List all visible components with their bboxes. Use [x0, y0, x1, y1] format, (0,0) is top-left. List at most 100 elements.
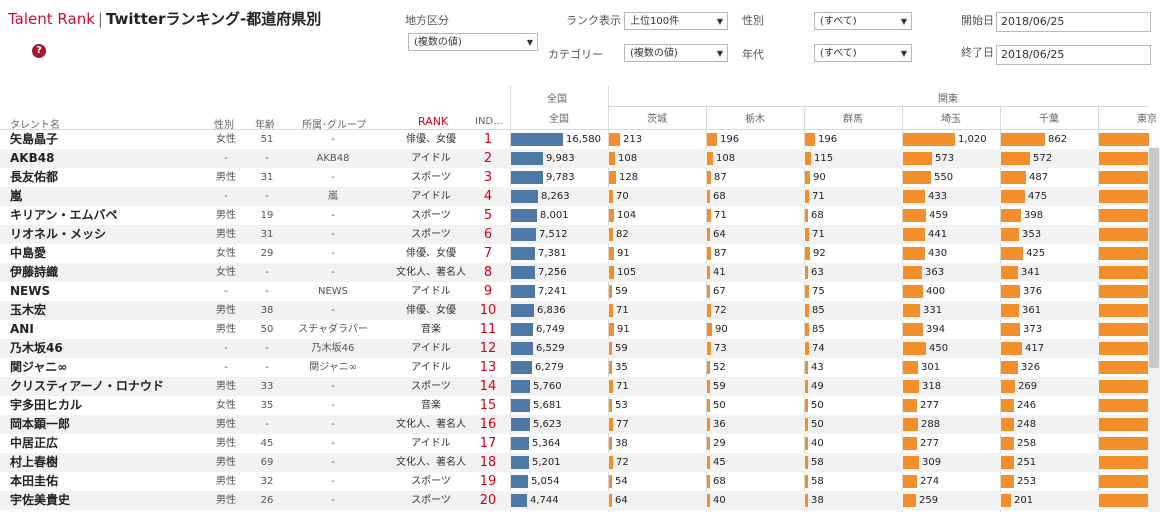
bar-prefecture[interactable] [805, 133, 815, 146]
bar-prefecture[interactable] [1001, 494, 1011, 507]
region-dropdown[interactable]: (複数の値) ▼ [408, 33, 538, 51]
bar-prefecture[interactable] [609, 437, 612, 450]
bar-all[interactable] [511, 209, 537, 222]
bar-prefecture[interactable] [903, 380, 919, 393]
bar-prefecture[interactable] [1099, 475, 1149, 488]
scrollbar-thumb[interactable] [1149, 148, 1159, 368]
bar-prefecture[interactable] [609, 456, 613, 469]
age-dropdown[interactable]: (すべて) ▼ [814, 44, 912, 62]
table-row[interactable]: 長友佑都 男性 31 - スポーツ 3 9,783 128 87 90 550 487 [0, 168, 1149, 187]
bar-prefecture[interactable] [903, 437, 917, 450]
table-row[interactable]: 玉木宏 男性 38 - 俳優、女優 10 6,836 71 72 85 331 361 [0, 301, 1149, 320]
bar-prefecture[interactable] [1001, 171, 1026, 184]
table-row[interactable]: リオネル・メッシ 男性 31 - スポーツ 6 7,512 82 64 71 441 353 [0, 225, 1149, 244]
table-row[interactable]: 宇多田ヒカル 女性 35 - 音楽 15 5,681 53 50 50 277 246 [0, 396, 1149, 415]
bar-prefecture[interactable] [903, 247, 925, 260]
region-header[interactable]: 東京 [1137, 114, 1157, 125]
bar-prefecture[interactable] [609, 323, 614, 336]
bar-prefecture[interactable] [1001, 133, 1045, 146]
bar-prefecture[interactable] [903, 399, 917, 412]
bar-all[interactable] [511, 323, 533, 336]
bar-prefecture[interactable] [609, 361, 612, 374]
bar-prefecture[interactable] [903, 323, 923, 336]
table-row[interactable]: 村上春樹 男性 69 - 文化人、著名人 18 5,201 72 45 58 309 251 [0, 453, 1149, 472]
bar-prefecture[interactable] [609, 266, 614, 279]
table-row[interactable]: キリアン・エムバペ 男性 19 - スポーツ 5 8,001 104 71 68 459 398 [0, 206, 1149, 225]
bar-prefecture[interactable] [1099, 323, 1149, 336]
bar-prefecture[interactable] [1099, 437, 1149, 450]
bar-prefecture[interactable] [1099, 494, 1149, 507]
bar-prefecture[interactable] [1001, 247, 1023, 260]
bar-prefecture[interactable] [903, 152, 932, 165]
bar-prefecture[interactable] [707, 209, 711, 222]
bar-all[interactable] [511, 171, 543, 184]
table-row[interactable]: NEWS - - NEWS アイドル 9 7,241 59 67 75 400 376 [0, 282, 1149, 301]
bar-prefecture[interactable] [1001, 399, 1014, 412]
bar-all[interactable] [511, 475, 528, 488]
bar-prefecture[interactable] [805, 266, 808, 279]
bar-prefecture[interactable] [805, 475, 808, 488]
bar-prefecture[interactable] [707, 380, 710, 393]
col-name-header[interactable]: タレント名 [10, 120, 60, 131]
bar-prefecture[interactable] [707, 361, 710, 374]
table-row[interactable]: 中島愛 女性 29 - 俳優、女優 7 7,381 91 87 92 430 425 [0, 244, 1149, 263]
bar-prefecture[interactable] [1099, 266, 1149, 279]
bar-prefecture[interactable] [805, 304, 809, 317]
bar-prefecture[interactable] [903, 494, 916, 507]
bar-prefecture[interactable] [707, 133, 717, 146]
bar-prefecture[interactable] [1099, 171, 1149, 184]
bar-prefecture[interactable] [903, 418, 918, 431]
bar-prefecture[interactable] [707, 304, 711, 317]
bar-prefecture[interactable] [805, 361, 808, 374]
bar-prefecture[interactable] [805, 209, 808, 222]
bar-prefecture[interactable] [1001, 228, 1019, 241]
bar-prefecture[interactable] [609, 152, 615, 165]
bar-all[interactable] [511, 133, 563, 146]
bar-all[interactable] [511, 342, 533, 355]
bar-prefecture[interactable] [609, 209, 614, 222]
col-age-header[interactable]: 年齢 [255, 120, 275, 131]
bar-prefecture[interactable] [1001, 361, 1018, 374]
end-date-input[interactable]: 2018/06/25 [996, 45, 1151, 65]
bar-prefecture[interactable] [707, 228, 710, 241]
category-dropdown[interactable]: (複数の値) ▼ [624, 44, 728, 62]
bar-prefecture[interactable] [1099, 380, 1149, 393]
bar-prefecture[interactable] [609, 285, 612, 298]
bar-prefecture[interactable] [707, 475, 710, 488]
bar-prefecture[interactable] [903, 266, 922, 279]
bar-prefecture[interactable] [609, 133, 620, 146]
bar-prefecture[interactable] [1001, 266, 1018, 279]
bar-prefecture[interactable] [1099, 399, 1149, 412]
bar-prefecture[interactable] [609, 475, 612, 488]
bar-prefecture[interactable] [1099, 228, 1149, 241]
bar-all[interactable] [511, 285, 535, 298]
bar-prefecture[interactable] [707, 437, 710, 450]
help-icon[interactable]: ? [32, 44, 46, 58]
bar-prefecture[interactable] [609, 380, 613, 393]
bar-prefecture[interactable] [805, 399, 808, 412]
bar-prefecture[interactable] [1099, 133, 1149, 146]
table-row[interactable]: 中居正広 男性 45 - アイドル 17 5,364 38 29 40 277 258 [0, 434, 1149, 453]
bar-prefecture[interactable] [1099, 361, 1149, 374]
region-header[interactable]: 埼玉 [941, 114, 961, 125]
bar-prefecture[interactable] [805, 190, 809, 203]
rankview-dropdown[interactable]: 上位100件 ▼ [624, 12, 728, 30]
table-row[interactable]: 矢島晶子 女性 51 - 俳優、女優 1 16,580 213 196 196 1,020 862 [0, 130, 1149, 149]
bar-all[interactable] [511, 418, 530, 431]
bar-prefecture[interactable] [707, 418, 710, 431]
bar-prefecture[interactable] [1099, 285, 1149, 298]
bar-prefecture[interactable] [609, 228, 613, 241]
bar-all[interactable] [511, 361, 532, 374]
gender-dropdown[interactable]: (すべて) ▼ [814, 12, 912, 30]
bar-prefecture[interactable] [1001, 190, 1025, 203]
bar-all[interactable] [511, 437, 529, 450]
bar-prefecture[interactable] [805, 247, 810, 260]
bar-prefecture[interactable] [903, 456, 919, 469]
bar-prefecture[interactable] [707, 342, 711, 355]
bar-prefecture[interactable] [707, 190, 710, 203]
table-row[interactable]: 岡本顕一郎 男性 - - 文化人、著名人 16 5,623 77 36 50 288 248 [0, 415, 1149, 434]
table-row[interactable]: 嵐 - - 嵐 アイドル 4 8,263 70 68 71 433 475 [0, 187, 1149, 206]
bar-prefecture[interactable] [609, 190, 613, 203]
bar-prefecture[interactable] [707, 171, 711, 184]
bar-prefecture[interactable] [1001, 475, 1014, 488]
